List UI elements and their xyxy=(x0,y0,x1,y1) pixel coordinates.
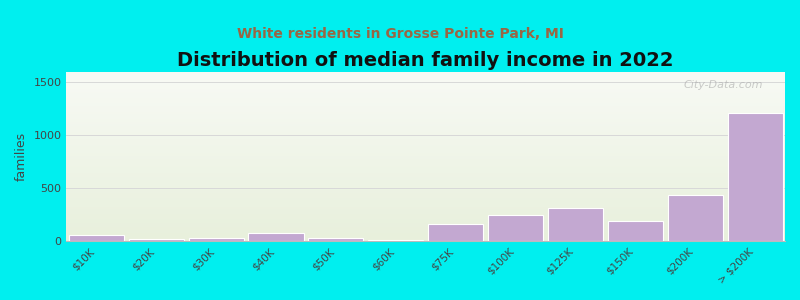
Bar xyxy=(668,195,722,241)
Text: White residents in Grosse Pointe Park, MI: White residents in Grosse Pointe Park, M… xyxy=(237,27,563,41)
Text: City-Data.com: City-Data.com xyxy=(684,80,763,90)
Bar xyxy=(308,238,363,241)
Y-axis label: families: families xyxy=(15,132,28,181)
Bar xyxy=(488,215,543,241)
Bar xyxy=(548,208,603,241)
Bar xyxy=(608,220,663,241)
Bar xyxy=(69,236,124,241)
Bar xyxy=(727,113,782,241)
Bar xyxy=(368,240,423,241)
Bar xyxy=(428,224,483,241)
Bar xyxy=(129,239,184,241)
Bar xyxy=(249,233,303,241)
Bar xyxy=(189,238,244,241)
Title: Distribution of median family income in 2022: Distribution of median family income in … xyxy=(178,51,674,70)
